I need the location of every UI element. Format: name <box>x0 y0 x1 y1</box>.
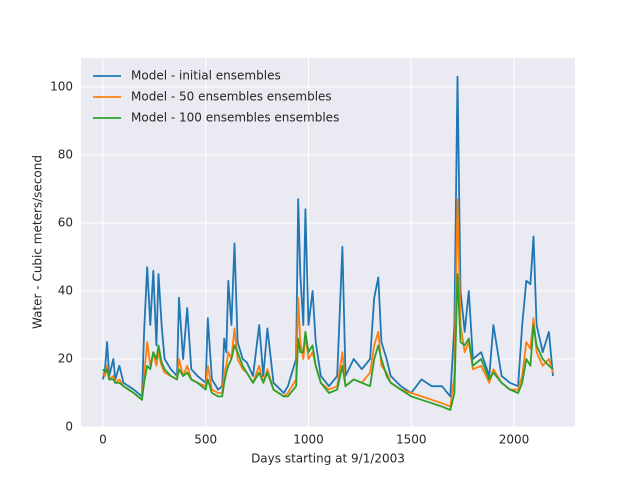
x-tick-label: 0 <box>99 433 107 447</box>
line-series <box>102 198 554 408</box>
x-tick-label: 500 <box>194 433 217 447</box>
x-axis-label: Days starting at 9/1/2003 <box>251 452 405 466</box>
line-series <box>102 273 554 411</box>
y-tick-label: 100 <box>50 79 73 93</box>
line-series <box>102 75 554 398</box>
x-tick-label: 1500 <box>396 433 427 447</box>
y-tick-label: 0 <box>65 420 73 434</box>
y-tick-label: 20 <box>58 351 73 365</box>
x-tick-label: 1000 <box>293 433 324 447</box>
x-tick-label: 2000 <box>499 433 530 447</box>
legend-label: Model - 50 ensembles ensembles <box>131 90 332 104</box>
y-axis-label: Water - Cubic meters/second <box>31 155 45 329</box>
y-tick-label: 80 <box>58 147 73 161</box>
y-tick-label: 60 <box>58 215 73 229</box>
legend-label: Model - initial ensembles <box>131 69 281 83</box>
legend-label: Model - 100 ensembles ensembles <box>131 111 339 125</box>
y-tick-label: 40 <box>58 283 73 297</box>
